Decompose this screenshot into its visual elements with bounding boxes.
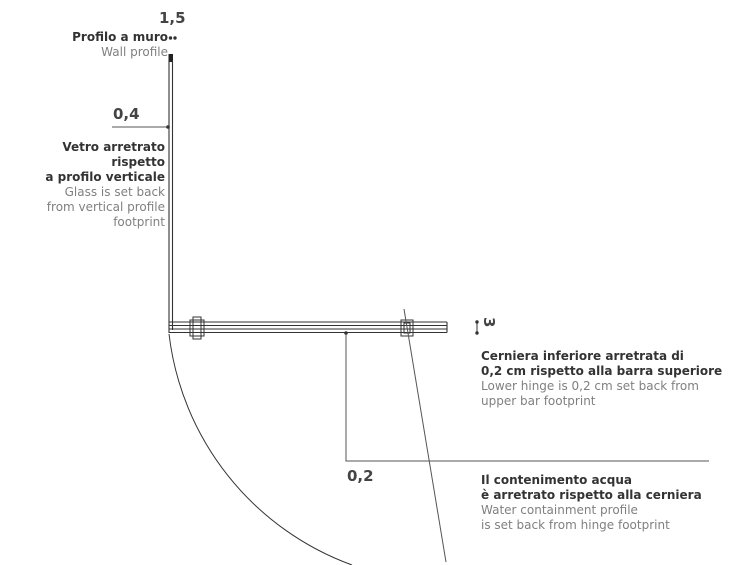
glass-setback-label: Vetro arretrato rispetto a profilo verti… xyxy=(45,140,165,230)
glass-label-en-2: from vertical profile xyxy=(46,200,165,214)
bar-depth-dot-bottom xyxy=(475,331,479,335)
hinge-left xyxy=(189,316,205,340)
water-containment-leader xyxy=(345,334,709,462)
bar-depth-dimension: 3 xyxy=(480,317,498,328)
water-label-it-1: Il contenimento acqua xyxy=(481,473,632,487)
wall-profile-dim-dot-right xyxy=(173,36,177,40)
hinge-reference-line xyxy=(403,308,447,563)
hinge-label-en-1: Lower hinge is 0,2 cm set back from xyxy=(481,379,699,393)
hinge-setback-dimension: 0,2 xyxy=(347,467,374,485)
hinge-right xyxy=(400,319,414,337)
hinge-label-en-2: upper bar footprint xyxy=(481,394,596,408)
water-label-it-2: è arretrato rispetto alla cerniera xyxy=(481,488,702,502)
glass-label-it-3: a profilo verticale xyxy=(45,170,165,184)
door-swing-arc xyxy=(168,333,353,565)
glass-setback-dimension: 0,4 xyxy=(113,105,140,123)
glass-setback-leader-dot xyxy=(166,125,170,129)
wall-profile-dimension: 1,5 xyxy=(159,9,186,27)
glass-label-it-1: Vetro arretrato xyxy=(62,140,165,154)
water-containment-label: Il contenimento acqua è arretrato rispet… xyxy=(481,473,702,533)
hinge-label-it-2: 0,2 cm rispetto alla barra superiore xyxy=(481,364,723,378)
wall-profile-dim-dot-left xyxy=(168,36,173,40)
wall-profile-label-en: Wall profile xyxy=(101,45,168,59)
wall-profile xyxy=(168,60,174,333)
wall-profile-label-it: Profilo a muro xyxy=(72,30,168,44)
glass-label-it-2: rispetto xyxy=(111,155,165,169)
hinge-setback-label: Cerniera inferiore arretrata di 0,2 cm r… xyxy=(481,349,722,409)
water-containment-dot xyxy=(344,331,348,335)
glass-label-en-3: footprint xyxy=(113,215,165,229)
horizontal-bar xyxy=(169,321,448,333)
glass-label-en-1: Glass is set back xyxy=(64,185,165,199)
wall-profile-label: Profilo a muro Wall profile xyxy=(72,30,168,60)
wall-profile-cap xyxy=(168,54,173,62)
water-label-en-2: is set back from hinge footprint xyxy=(481,518,670,532)
hinge-label-it-1: Cerniera inferiore arretrata di xyxy=(481,349,684,363)
water-label-en-1: Water containment profile xyxy=(481,503,638,517)
